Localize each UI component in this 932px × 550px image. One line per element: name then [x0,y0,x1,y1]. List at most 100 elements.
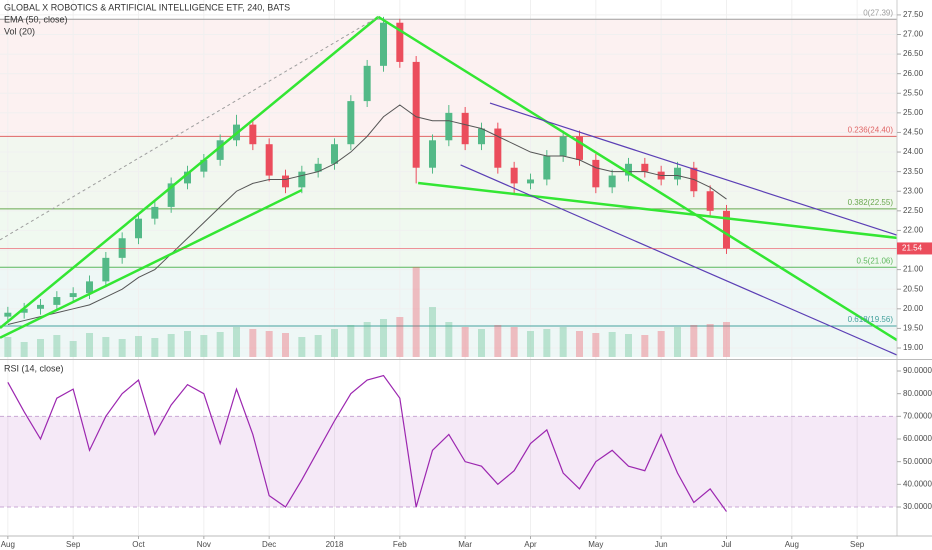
volume-bar [706,324,714,357]
volume-bar [200,335,208,357]
volume-bar [673,327,681,357]
y-tick-label: 22.50 [903,206,924,215]
y-tick-label: 23.00 [903,186,924,195]
candle-body [314,163,322,172]
x-tick-label: Dec [262,540,276,549]
volume-bar [151,338,159,357]
volume-bar [690,325,698,357]
volume-bar [363,322,371,357]
candle-body [53,297,61,305]
volume-bar [657,331,665,357]
candle-body [298,171,306,188]
x-tick-label: Jun [655,540,668,549]
rsi-line [7,374,727,512]
candle-body [216,140,224,160]
candle-body [543,155,551,180]
volume-bar [4,337,12,357]
trend-line [0,15,380,329]
volume-bar [641,335,649,357]
volume-bar [20,342,28,357]
candle-body [135,218,143,239]
volume-bar [37,339,45,357]
volume-bar [232,327,240,357]
y-tick-label: 21.00 [903,265,924,274]
volume-bar [608,332,616,357]
candle-body [477,128,485,145]
y-tick-label: 23.50 [903,167,924,176]
fib-zone [0,326,897,357]
volume-bar [298,337,306,357]
volume-bar [412,267,420,357]
candle-body [641,163,649,172]
y-tick-label: 24.00 [903,147,924,156]
candle-body [330,144,338,164]
candle-body [706,191,714,211]
last-price-label: 21.54 [902,244,923,253]
trend-line [417,181,897,240]
volume-bar [118,339,126,357]
volume-bar [559,327,567,357]
candle-body [526,179,534,184]
y-tick-label: 26.50 [903,49,924,58]
rsi-label: RSI (14, close) [4,363,64,373]
rsi-pane [0,374,897,512]
trend-line [489,102,897,236]
fib-label: 0(27.39) [863,8,893,17]
ema-line [7,104,727,325]
y-tick-label: 24.50 [903,128,924,137]
y-tick-label: 26.00 [903,69,924,78]
fib-label: 0.5(21.06) [857,256,894,265]
x-tick-label: Oct [132,540,145,549]
candle-body [673,167,681,180]
x-tick-label: Jul [721,540,731,549]
candle-body [20,308,28,313]
x-tick-label: Feb [393,540,407,549]
candle-body [4,312,12,317]
volume-bar [592,333,600,357]
volume-bar [184,331,192,357]
volume-bar [135,336,143,357]
volume-bar [330,329,338,357]
volume-bar [53,335,61,357]
volume-bar [265,331,273,357]
candle-body [265,144,273,176]
y-tick-label: 40.0000 [903,479,932,488]
volume-bar [526,331,534,357]
x-tick-label: 2018 [326,540,344,549]
x-tick-label: Nov [197,540,211,549]
fib-label: 0.382(22.55) [848,198,894,207]
candle-body [494,128,502,168]
y-tick-label: 25.50 [903,88,924,97]
volume-bar [722,322,730,357]
last-price-tag [897,242,932,255]
y-tick-label: 30.0000 [903,502,932,511]
candle-body [461,112,469,145]
volume-bar [445,322,453,357]
volume-bar [102,337,110,357]
trend-line [377,15,897,342]
volume-bar [69,341,77,357]
x-tick-label: Aug [1,540,15,549]
volume-bar [543,329,551,357]
y-tick-label: 19.00 [903,343,924,352]
volume-bar [379,319,387,357]
candle-body [428,140,436,168]
candle-body [347,101,355,145]
volume-bar [477,329,485,357]
trend-line [0,16,379,241]
y-tick-label: 70.0000 [903,411,932,420]
axes [0,0,932,537]
y-tick-label: 90.0000 [903,366,932,375]
x-tick-label: Mar [458,540,472,549]
volume-bar [396,317,404,357]
ema-label: EMA (50, close) [4,14,68,24]
volume-bar [167,334,175,357]
candle-body [379,22,387,66]
y-tick-label: 20.00 [903,304,924,313]
candle-body [412,61,420,168]
candle-body [445,112,453,141]
volume-bar [494,325,502,357]
x-tick-label: May [588,540,603,549]
candle-body [249,124,257,145]
x-tick-label: Apr [524,540,537,549]
